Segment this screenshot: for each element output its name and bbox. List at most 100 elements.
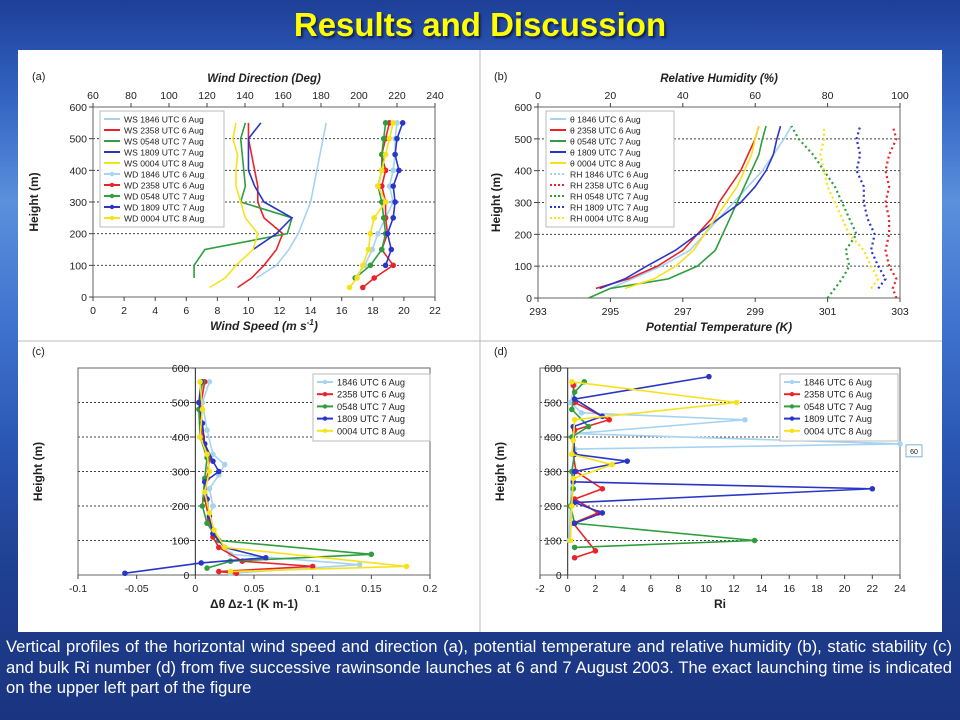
x-tick-label: 0.1 [305, 583, 320, 595]
data-point [567, 537, 574, 544]
legend-label: WS 1846 UTC 6 Aug [124, 115, 204, 125]
legend-label: 2358 UTC 6 Aug [337, 390, 405, 400]
figure-caption: Vertical profiles of the horizontal wind… [6, 637, 952, 697]
x-tick-label: 0.2 [423, 583, 438, 595]
data-point [221, 544, 228, 551]
legend-marker [322, 416, 328, 421]
series-line [790, 125, 858, 299]
data-point [384, 230, 391, 237]
data-point [606, 416, 613, 423]
legend-label: WD 2358 UTC 6 Aug [124, 181, 204, 191]
legend-marker [109, 171, 115, 177]
panel-label: (d) [494, 346, 507, 358]
data-point [869, 485, 876, 492]
x-tick-label: 4 [152, 305, 158, 317]
data-point [706, 373, 712, 380]
data-point [262, 554, 269, 561]
x-tick-label: 10 [700, 583, 712, 595]
x-tick-label: 4 [620, 583, 626, 595]
y-tick-label: 200 [514, 229, 532, 241]
series-1809-speed [247, 122, 294, 251]
data-point [199, 503, 206, 509]
legend-label: WS 1809 UTC 7 Aug [124, 148, 204, 158]
legend-label: WD 1809 UTC 7 Aug [124, 203, 204, 213]
y-tick-label: 600 [544, 363, 562, 375]
x-tick-label: 299 [746, 306, 764, 318]
data-point [390, 167, 397, 174]
legend-label: RH 1809 UTC 7 Aug [570, 203, 649, 213]
x2-tick-label: 0 [535, 90, 541, 102]
data-point [571, 544, 578, 551]
plot-frame [539, 367, 901, 576]
data-point [199, 406, 206, 413]
data-point [380, 215, 387, 221]
legend-marker [322, 379, 328, 385]
series-0548-rh [790, 125, 858, 299]
y-tick-label: 100 [544, 536, 562, 548]
legend-marker [789, 404, 795, 409]
y-tick-label: 300 [514, 198, 532, 210]
data-point [210, 503, 216, 509]
data-point [578, 410, 585, 416]
data-point [371, 215, 378, 221]
data-point [375, 230, 381, 237]
legend-label: 2358 UTC 6 Aug [804, 390, 872, 400]
legend-box [545, 110, 675, 228]
series-0548-theta [588, 125, 767, 299]
x2-axis-title: Relative Humidity (%) [660, 73, 778, 85]
legend-marker [322, 392, 328, 397]
y-axis-title: Height (m) [31, 442, 45, 501]
y-axis-title: Height (m) [489, 173, 503, 232]
panel-label: (a) [32, 71, 45, 83]
data-point [382, 262, 389, 269]
x2-tick-label: 160 [274, 90, 292, 102]
legend-label: WD 1846 UTC 6 Aug [124, 170, 204, 180]
legend-label: WD 0548 UTC 7 Aug [124, 192, 204, 202]
data-point [585, 423, 592, 430]
y-axis-title: Height (m) [493, 442, 507, 501]
y-tick-label: 400 [544, 432, 562, 444]
annotation-label: 60 [910, 449, 918, 456]
data-point [392, 199, 398, 205]
x2-tick-label: 60 [749, 90, 761, 102]
data-point [204, 451, 210, 458]
x-tick-label: 2 [121, 305, 127, 317]
data-point [367, 230, 374, 237]
series-2358-speed [237, 122, 284, 289]
legend-label: θ 0548 UTC 7 Aug [570, 137, 641, 147]
series-0004-theta [624, 125, 760, 290]
data-point [211, 527, 217, 533]
y-tick-label: 200 [544, 501, 562, 513]
series-line [819, 126, 880, 290]
data-point [346, 284, 353, 291]
legend-marker [789, 416, 795, 421]
panel-label: (b) [494, 71, 507, 83]
data-point [390, 215, 397, 221]
x-tick-label: 20 [398, 305, 410, 317]
y-tick-label: 600 [172, 363, 190, 375]
y-tick-label: 500 [514, 134, 532, 146]
data-point [309, 563, 316, 570]
data-point [388, 246, 395, 253]
legend-marker [109, 204, 115, 210]
x-tick-label: 16 [783, 583, 795, 595]
x-axis-title: Potential Temperature (K) [646, 320, 792, 334]
data-point [371, 275, 378, 281]
series-line [855, 125, 887, 290]
x2-tick-label: 20 [605, 90, 617, 102]
x2-tick-label: 100 [160, 90, 178, 102]
data-point [571, 416, 578, 423]
data-point [204, 520, 210, 527]
x-tick-label: 22 [429, 305, 441, 317]
x2-tick-label: 200 [350, 90, 368, 102]
data-point [390, 120, 397, 126]
data-point [122, 570, 128, 577]
data-point [210, 451, 216, 458]
data-point [197, 434, 203, 440]
x-tick-label: 24 [894, 583, 906, 595]
series-0004-rh [819, 126, 880, 290]
x2-axis-title: Wind Direction (Deg) [207, 73, 321, 85]
legend-label: 1809 UTC 7 Aug [337, 414, 405, 424]
x-tick-label: 12 [728, 583, 740, 595]
